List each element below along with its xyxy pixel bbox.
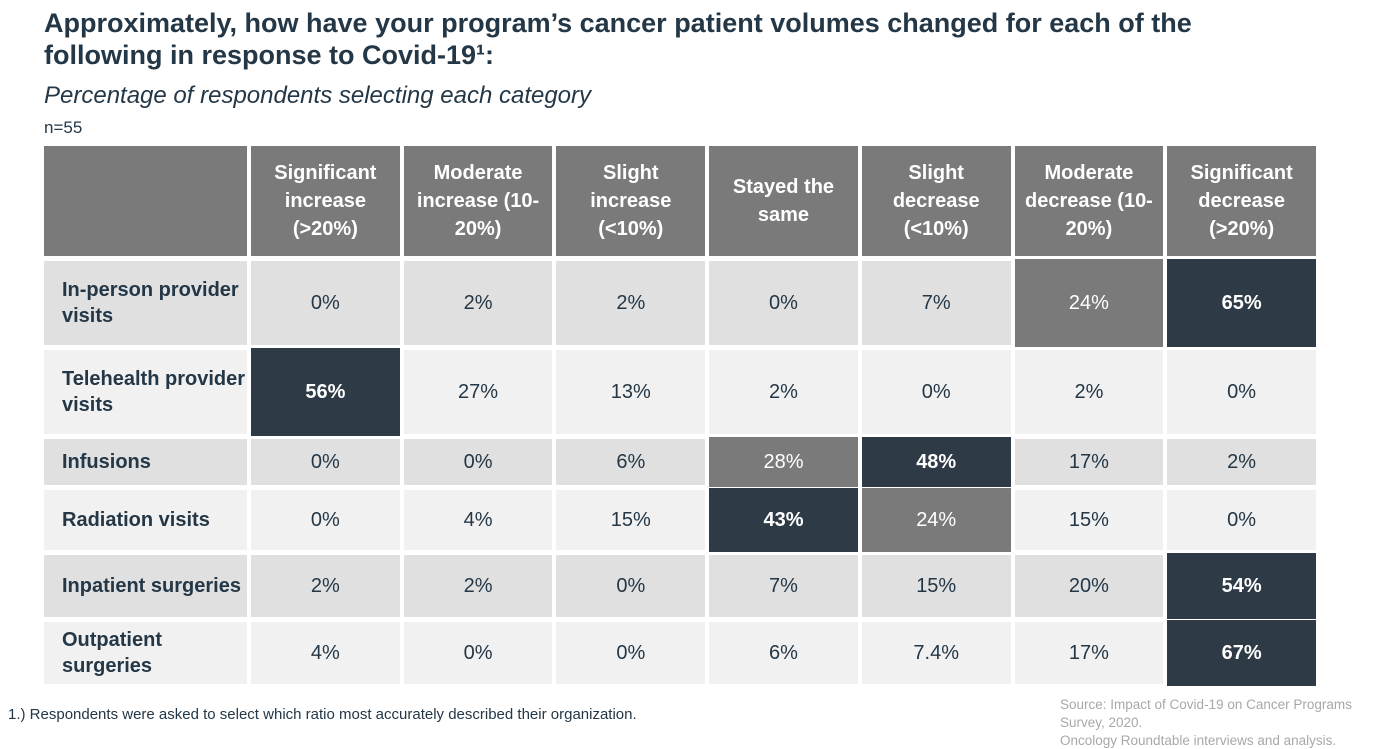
- table-cell: 67%: [1167, 620, 1316, 686]
- table-cell: 0%: [403, 622, 553, 684]
- table-cell: 0%: [556, 555, 706, 617]
- table-cell: 20%: [1014, 555, 1164, 617]
- table-cell: 65%: [1167, 259, 1316, 347]
- column-header-stayed-same: Stayed the same: [709, 146, 858, 256]
- source-note: Source: Impact of Covid-19 on Cancer Pro…: [1060, 696, 1400, 749]
- table-cell: 2%: [403, 555, 553, 617]
- table-cell: 0%: [556, 622, 706, 684]
- table-cell: 48%: [861, 437, 1011, 487]
- table-cell: 0%: [861, 350, 1011, 434]
- table-cell: 4%: [403, 490, 553, 550]
- table-cell: 0%: [251, 439, 400, 485]
- table-cell: 2%: [709, 350, 858, 434]
- table-cell: 4%: [251, 622, 400, 684]
- table-cell: 7.4%: [861, 622, 1011, 684]
- table-cell: 2%: [556, 261, 706, 345]
- table-cell: 6%: [556, 439, 706, 485]
- table-cell: 2%: [1167, 439, 1316, 485]
- table-corner-cell: [44, 146, 247, 256]
- row-label-outpatient-surgeries: Outpatient surgeries: [44, 622, 247, 684]
- table-cell: 13%: [556, 350, 706, 434]
- row-label-in-person-provider-visits: In-person provider visits: [44, 261, 247, 345]
- row-label-telehealth-provider-visits: Telehealth provider visits: [44, 350, 247, 434]
- row-label-inpatient-surgeries: Inpatient surgeries: [44, 555, 247, 617]
- table-cell: 28%: [709, 437, 858, 487]
- survey-results-table: Significant increase (>20%) Moderate inc…: [44, 146, 1316, 686]
- table-cell: 2%: [1014, 350, 1164, 434]
- table-cell: 7%: [861, 261, 1011, 345]
- table-cell: 15%: [1014, 490, 1164, 550]
- column-header-moderate-decrease: Moderate decrease (10-20%): [1014, 146, 1164, 256]
- table-cell: 6%: [709, 622, 858, 684]
- page-title: Approximately, how have your program’s c…: [44, 8, 1192, 70]
- column-header-significant-increase: Significant increase (>20%): [251, 146, 400, 256]
- table-cell: 54%: [1167, 553, 1316, 619]
- row-label-radiation-visits: Radiation visits: [44, 490, 247, 550]
- table-cell: 15%: [861, 555, 1011, 617]
- source-line-2: Oncology Roundtable interviews and analy…: [1060, 732, 1337, 748]
- sample-size-label: n=55: [44, 118, 83, 137]
- source-line-1: Source: Impact of Covid-19 on Cancer Pro…: [1060, 697, 1352, 730]
- table-cell: 0%: [251, 490, 400, 550]
- table-cell: 27%: [403, 350, 553, 434]
- table-cell: 2%: [403, 261, 553, 345]
- table-cell: 15%: [556, 490, 706, 550]
- table-cell: 17%: [1014, 622, 1164, 684]
- table-cell: 56%: [251, 348, 400, 436]
- table-cell: 0%: [1167, 490, 1316, 550]
- table-cell: 43%: [709, 488, 858, 552]
- table-cell: 17%: [1014, 439, 1164, 485]
- table-cell: 24%: [1014, 259, 1164, 347]
- table-cell: 0%: [709, 261, 858, 345]
- table-cell: 0%: [403, 439, 553, 485]
- column-header-significant-decrease: Significant decrease (>20%): [1167, 146, 1316, 256]
- page-subtitle: Percentage of respondents selecting each…: [44, 82, 592, 109]
- table-cell: 0%: [251, 261, 400, 345]
- footnote: 1.) Respondents were asked to select whi…: [8, 706, 637, 723]
- column-header-moderate-increase: Moderate increase (10-20%): [403, 146, 553, 256]
- column-header-slight-increase: Slight increase (<10%): [556, 146, 706, 256]
- table-cell: 7%: [709, 555, 858, 617]
- column-header-slight-decrease: Slight decrease (<10%): [861, 146, 1011, 256]
- table-cell: 2%: [251, 555, 400, 617]
- row-label-infusions: Infusions: [44, 439, 247, 485]
- table-cell: 0%: [1167, 350, 1316, 434]
- table-cell: 24%: [861, 488, 1011, 552]
